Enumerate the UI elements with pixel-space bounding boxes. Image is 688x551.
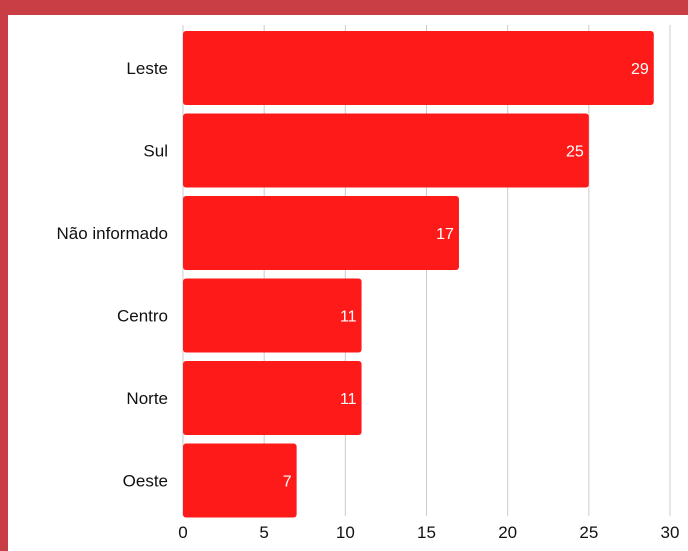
category-labels: Leste Sul Não informado Centro Norte Oeste (56, 59, 168, 491)
x-tick-label: 25 (579, 523, 598, 542)
x-tick-label: 20 (498, 523, 517, 542)
bar (183, 113, 589, 188)
category-label: Sul (143, 142, 168, 161)
data-label: 11 (340, 391, 357, 408)
x-tick-label: 10 (336, 523, 355, 542)
category-label: Leste (126, 59, 168, 78)
data-label: 7 (283, 474, 292, 491)
x-tick-label: 15 (417, 523, 436, 542)
category-label: Centro (117, 307, 168, 326)
x-tick-label: 5 (259, 523, 268, 542)
bar (183, 443, 297, 518)
x-axis-tick-labels: 0 5 10 15 20 25 30 (178, 523, 679, 542)
data-labels: 29 25 17 11 11 7 (283, 61, 649, 491)
category-label: Não informado (56, 224, 168, 243)
data-label: 25 (566, 144, 584, 161)
bar (183, 278, 362, 353)
category-label: Norte (126, 389, 168, 408)
bar (183, 361, 362, 435)
bar (183, 31, 654, 105)
bars (183, 31, 654, 518)
data-label: 11 (340, 309, 357, 326)
x-tick-label: 0 (178, 523, 187, 542)
data-label: 29 (631, 61, 649, 78)
category-label: Oeste (123, 472, 168, 491)
bar (183, 196, 459, 270)
x-tick-label: 30 (661, 523, 680, 542)
data-label: 17 (436, 226, 454, 243)
gridlines (182, 25, 671, 516)
